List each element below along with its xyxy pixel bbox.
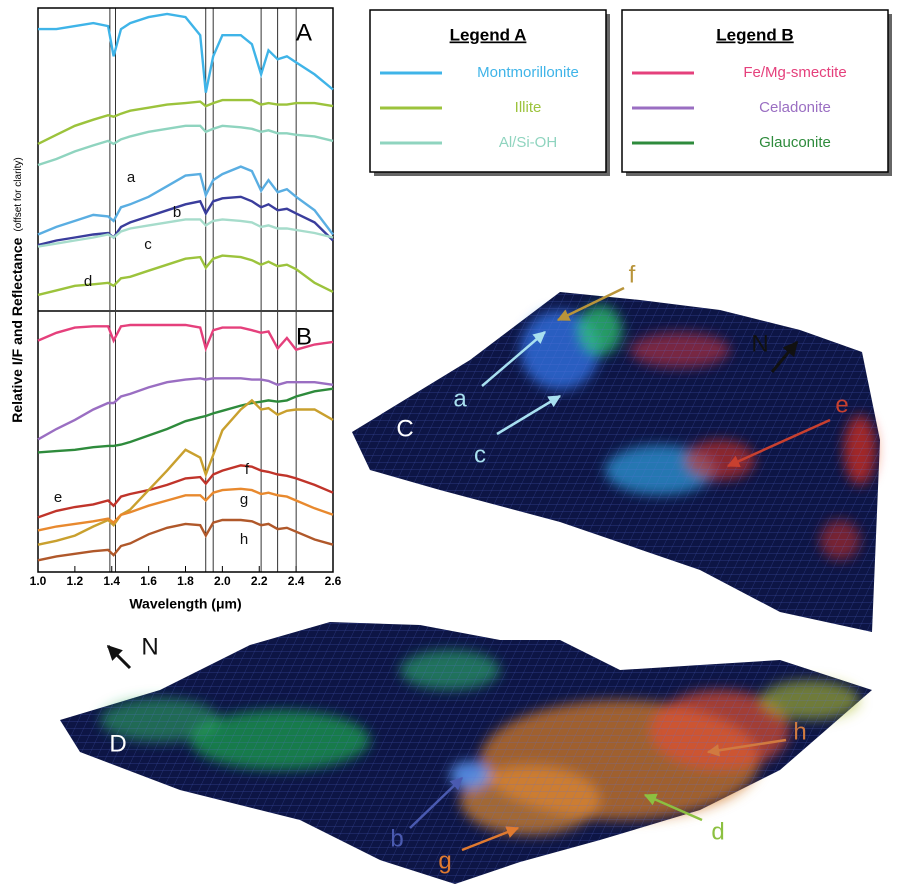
x-tick-label: 1.4 xyxy=(103,574,120,588)
spectrum-line xyxy=(38,167,333,235)
legend-label: Illite xyxy=(515,99,542,116)
plot-frame xyxy=(38,8,333,572)
panel-letter: D xyxy=(109,730,126,757)
north-arrow xyxy=(108,646,130,668)
spectrum-line xyxy=(38,197,333,245)
x-tick-label: 1.8 xyxy=(177,574,194,588)
legend-label: Al/Si-OH xyxy=(499,134,557,151)
legend-label: Fe/Mg-smectite xyxy=(743,64,846,81)
north-label: N xyxy=(751,330,768,357)
spectrum-line xyxy=(38,465,333,517)
spectrum-line xyxy=(38,389,333,453)
series-label: h xyxy=(240,531,248,548)
y-axis-label: Relative I/F and Reflectance (offset for … xyxy=(9,157,25,422)
terrain-c xyxy=(352,292,880,632)
terrain-label: g xyxy=(438,847,451,874)
x-tick-label: 2.6 xyxy=(325,574,342,588)
series-label: e xyxy=(54,489,62,506)
x-axis-label: Wavelength (μm) xyxy=(129,596,241,612)
panel-letter: B xyxy=(296,323,312,350)
spectrum-line xyxy=(38,219,333,246)
legend-title: Legend A xyxy=(450,25,527,44)
x-tick-label: 1.2 xyxy=(67,574,84,588)
series-label: f xyxy=(245,461,250,478)
spectrum-line xyxy=(38,256,333,295)
panel-letter: A xyxy=(296,19,312,46)
x-tick-label: 2.4 xyxy=(288,574,305,588)
legend-label: Celadonite xyxy=(759,99,831,116)
north-label: N xyxy=(141,633,158,660)
series-label: a xyxy=(127,169,136,186)
series-label: g xyxy=(240,491,248,508)
spectrum-line xyxy=(38,378,333,439)
terrain-label: f xyxy=(629,261,636,288)
spectrum-line xyxy=(38,325,333,350)
series-label: b xyxy=(173,204,181,221)
spectrum-line xyxy=(38,14,333,93)
terrain-label: b xyxy=(390,825,403,852)
terrain-label: c xyxy=(474,441,486,468)
x-tick-label: 2.2 xyxy=(251,574,268,588)
x-tick-label: 1.6 xyxy=(140,574,157,588)
spectrum-line xyxy=(38,126,333,165)
x-tick-label: 1.0 xyxy=(30,574,47,588)
legend-label: Glauconite xyxy=(759,134,831,151)
terrain-label: h xyxy=(793,718,806,745)
figure: a b c d A Legend A Montmorillonite Illite Al/Si-… xyxy=(0,0,916,886)
terrain-label: d xyxy=(711,818,724,845)
terrain-d xyxy=(60,622,872,884)
spectrum-line xyxy=(38,100,333,144)
legend-title: Legend B xyxy=(716,25,793,44)
terrain-label: a xyxy=(453,385,467,412)
terrain-label: e xyxy=(835,391,848,418)
y-axis-title: Relative I/F and Reflectance xyxy=(9,237,25,422)
panel-letter: C xyxy=(396,415,413,442)
spectrum-line xyxy=(38,520,333,560)
y-axis-note: (offset for clarity) xyxy=(13,157,24,231)
series-label: c xyxy=(144,236,152,253)
x-tick-label: 2.0 xyxy=(214,574,231,588)
series-label: d xyxy=(84,273,92,290)
legend-label: Montmorillonite xyxy=(477,64,579,81)
